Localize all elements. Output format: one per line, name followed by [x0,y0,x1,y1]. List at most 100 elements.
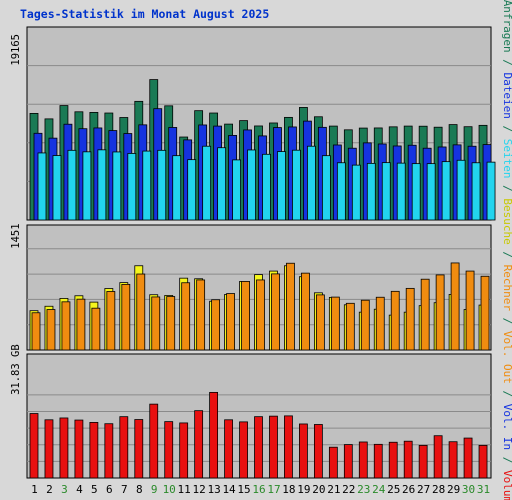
bar-rechner-day-26 [405,287,415,351]
x-tick-label-12: 12 [193,483,206,496]
bar-rechner-day-10 [166,296,176,351]
bar-volumen-day-16 [254,416,263,479]
bar-rechner-day-8 [136,273,146,351]
x-tick-label-24: 24 [372,483,386,496]
x-tick-label-6: 6 [106,483,113,496]
panel-middle: 1451 [10,223,492,351]
bar-rechner-day-2 [46,309,56,351]
bar-rechner-day-29 [450,262,460,351]
x-tick-label-7: 7 [121,483,128,496]
bar-rechner-day-23 [360,299,370,351]
bar-volumen-day-10 [164,421,174,479]
x-tick-label-8: 8 [136,483,143,496]
legend-part-10: Vol. Out [501,331,512,384]
x-tick-label-19: 19 [297,483,310,496]
bar-seiten-day-21 [336,162,346,221]
bar-seiten-day-16 [262,153,271,221]
bar-volumen-day-26 [403,440,413,479]
x-tick-label-13: 13 [207,483,220,496]
bar-rechner-day-16 [256,279,265,351]
bar-seiten-day-31 [486,161,496,221]
bar-rechner-day-15 [241,281,250,351]
bar-rechner-day-19 [301,272,310,351]
bar-volumen-day-22 [343,444,353,479]
bar-rechner-day-22 [345,302,355,351]
bar-volumen-day-13 [209,391,219,479]
bar-volumen-day-23 [358,441,368,479]
bar-volumen-day-4 [74,419,84,479]
bar-rechner-day-27 [420,278,430,351]
bar-seiten-day-26 [411,163,421,221]
legend-part-1: / [501,53,512,73]
bar-seiten-day-15 [247,149,256,221]
bar-seiten-day-12 [202,145,212,221]
bar-seiten-day-5 [97,149,107,221]
bar-volumen-day-15 [239,421,248,479]
bar-rechner-day-3 [61,301,71,351]
panel-middle-scale-label: 1451 [10,223,22,248]
x-tick-label-28: 28 [432,483,445,496]
x-tick-label-29: 29 [447,483,460,496]
bar-rechner-day-24 [375,296,385,351]
x-tick-label-26: 26 [402,483,415,496]
x-tick-label-1: 1 [31,483,38,496]
legend-part-14: Volumen [501,470,512,500]
bar-seiten-day-30 [471,162,481,221]
bar-volumen-day-17 [269,415,278,479]
bar-seiten-day-27 [426,163,436,221]
x-tick-label-25: 25 [387,483,400,496]
bar-rechner-day-1 [31,312,41,351]
legend-part-9: / [501,311,512,331]
bar-volumen-day-29 [448,441,458,479]
bar-volumen-day-21 [328,446,338,479]
bar-rechner-day-30 [465,270,475,351]
legend-part-12: Vol. In [501,404,512,450]
series-seiten [37,145,496,221]
bar-volumen-day-31 [478,444,488,479]
bar-seiten-day-28 [441,161,451,221]
x-tick-label-22: 22 [342,483,355,496]
bar-seiten-day-25 [396,162,406,221]
chart-title: Tages-Statistik im Monat August 2025 [20,7,269,21]
bar-seiten-day-22 [351,164,361,221]
bar-volumen-day-20 [313,424,323,479]
bar-seiten-day-18 [292,149,301,221]
x-tick-label-11: 11 [178,483,191,496]
bar-rechner-day-28 [435,274,445,351]
x-tick-label-10: 10 [163,483,176,496]
bar-volumen-day-18 [284,415,293,479]
x-tick-label-21: 21 [327,483,340,496]
bar-rechner-day-5 [91,307,101,351]
bar-seiten-day-2 [52,155,62,221]
legend-part-8: Rechner [501,265,512,312]
bar-volumen-day-24 [373,443,383,479]
bar-volumen-day-30 [463,437,473,479]
x-tick-label-3: 3 [61,483,68,496]
bar-volumen-day-1 [29,413,39,479]
legend-part-13: / [501,450,512,470]
legend-part-5: / [501,179,512,199]
bar-volumen-day-3 [59,417,69,479]
bar-seiten-day-9 [157,149,167,221]
bar-seiten-day-10 [172,155,182,221]
bar-rechner-day-21 [330,296,340,351]
bar-volumen-day-12 [194,410,204,479]
bar-rechner-day-12 [196,279,206,351]
bar-seiten-day-24 [381,162,391,221]
bar-seiten-day-7 [127,153,137,221]
bar-seiten-day-23 [366,162,376,221]
x-tick-label-2: 2 [46,483,53,496]
bar-seiten-day-17 [277,151,286,221]
chart-panels: 19165 1451 31.83 GB [10,26,496,479]
bar-rechner-day-14 [226,293,235,351]
bar-rechner-day-25 [390,290,400,351]
bar-rechner-day-18 [286,262,295,351]
x-tick-label-31: 31 [477,483,490,496]
x-tick-label-17: 17 [267,483,280,496]
bar-volumen-day-9 [149,403,159,479]
x-tick-label-5: 5 [91,483,98,496]
bar-seiten-day-13 [217,147,227,221]
x-tick-label-23: 23 [357,483,370,496]
bar-volumen-day-2 [44,419,54,479]
